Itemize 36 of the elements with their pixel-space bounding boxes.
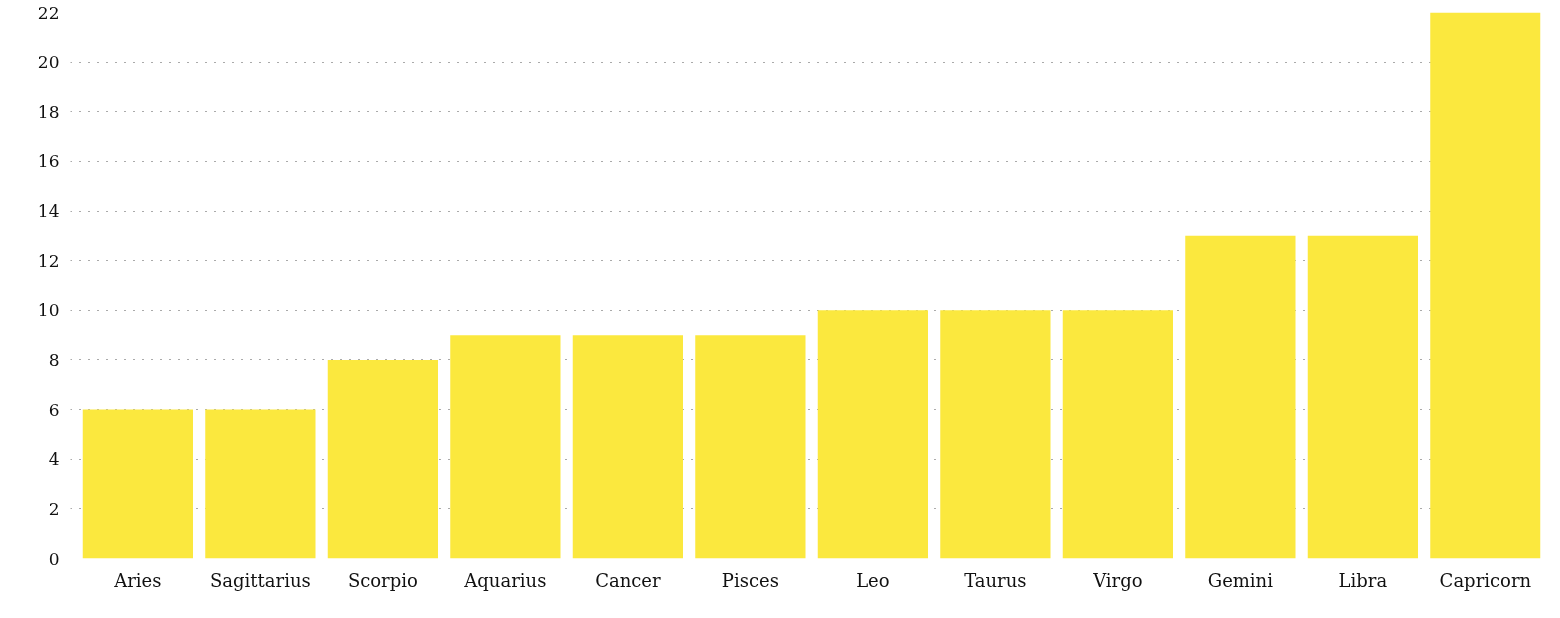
- x-tick-label: Pisces: [721, 569, 779, 591]
- bar: [695, 335, 806, 559]
- y-tick-label: 14: [37, 201, 60, 222]
- y-tick-label: 2: [48, 498, 60, 519]
- bar: [1307, 235, 1418, 559]
- bar: [1062, 310, 1173, 559]
- x-tick-label: Libra: [1338, 569, 1388, 591]
- bar: [205, 409, 316, 559]
- y-tick-label: 18: [37, 101, 60, 122]
- bar: [817, 310, 928, 559]
- x-tick-label: Virgo: [1092, 569, 1143, 591]
- y-tick-label: 4: [48, 449, 60, 470]
- x-tick-label: Capricorn: [1439, 569, 1532, 591]
- bar: [572, 335, 683, 559]
- bar: [450, 335, 561, 559]
- y-tick-label: 10: [37, 300, 60, 321]
- x-tick-label: Taurus: [964, 569, 1027, 591]
- x-tick-label: Gemini: [1207, 569, 1274, 591]
- x-tick-label: Aquarius: [463, 569, 547, 591]
- bar: [1430, 12, 1541, 559]
- bar: [82, 409, 193, 559]
- y-tick-label: 0: [48, 548, 60, 569]
- x-tick-label: Scorpio: [347, 569, 418, 591]
- x-tick-label: Leo: [856, 569, 890, 591]
- x-tick-label: Sagittarius: [210, 569, 311, 591]
- y-tick-label: 16: [37, 151, 60, 172]
- x-tick-label: Cancer: [595, 569, 661, 591]
- y-tick-label: 20: [37, 52, 60, 73]
- y-tick-label: 12: [37, 250, 60, 271]
- y-tick-label: 8: [48, 349, 60, 370]
- y-tick-label: 6: [48, 399, 60, 420]
- x-tick-label: Aries: [113, 569, 162, 591]
- bar: [327, 359, 438, 559]
- bar: [1185, 235, 1296, 559]
- y-tick-label: 22: [37, 2, 60, 23]
- bar: [940, 310, 1051, 559]
